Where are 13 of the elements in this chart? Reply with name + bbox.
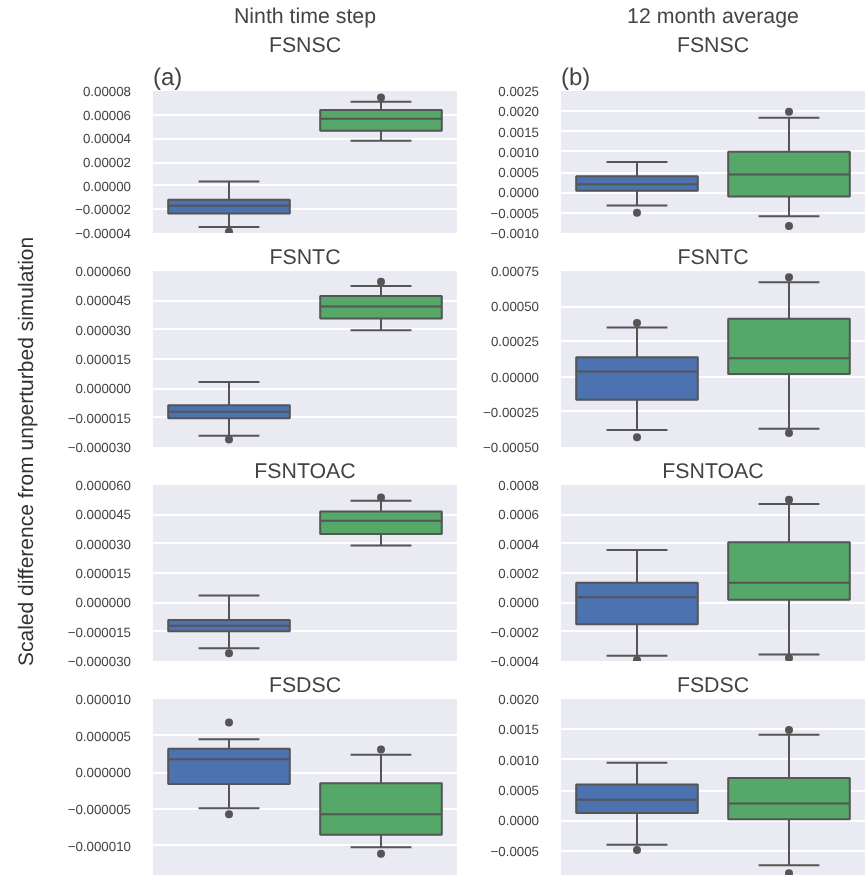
chart-title: FSDSC (676, 674, 750, 698)
y-axis-title: Scaled difference from unperturbed simulation (13, 236, 41, 666)
annotation: (b) (561, 63, 591, 91)
chart-title: FSNTC (269, 246, 342, 270)
text: (a) (153, 63, 183, 91)
chart-title: FSDSC (268, 674, 342, 698)
chart-title: FSNTOAC (662, 460, 765, 484)
chart-title: FSNTOAC (254, 460, 357, 484)
chart-title: FSNSC (676, 34, 750, 58)
chart-subtitle: 12 month average (627, 5, 800, 29)
chart-title: FSNSC (268, 34, 342, 58)
chart-title: FSNTC (677, 246, 750, 270)
chart-subtitle: Ninth time step (233, 5, 377, 29)
